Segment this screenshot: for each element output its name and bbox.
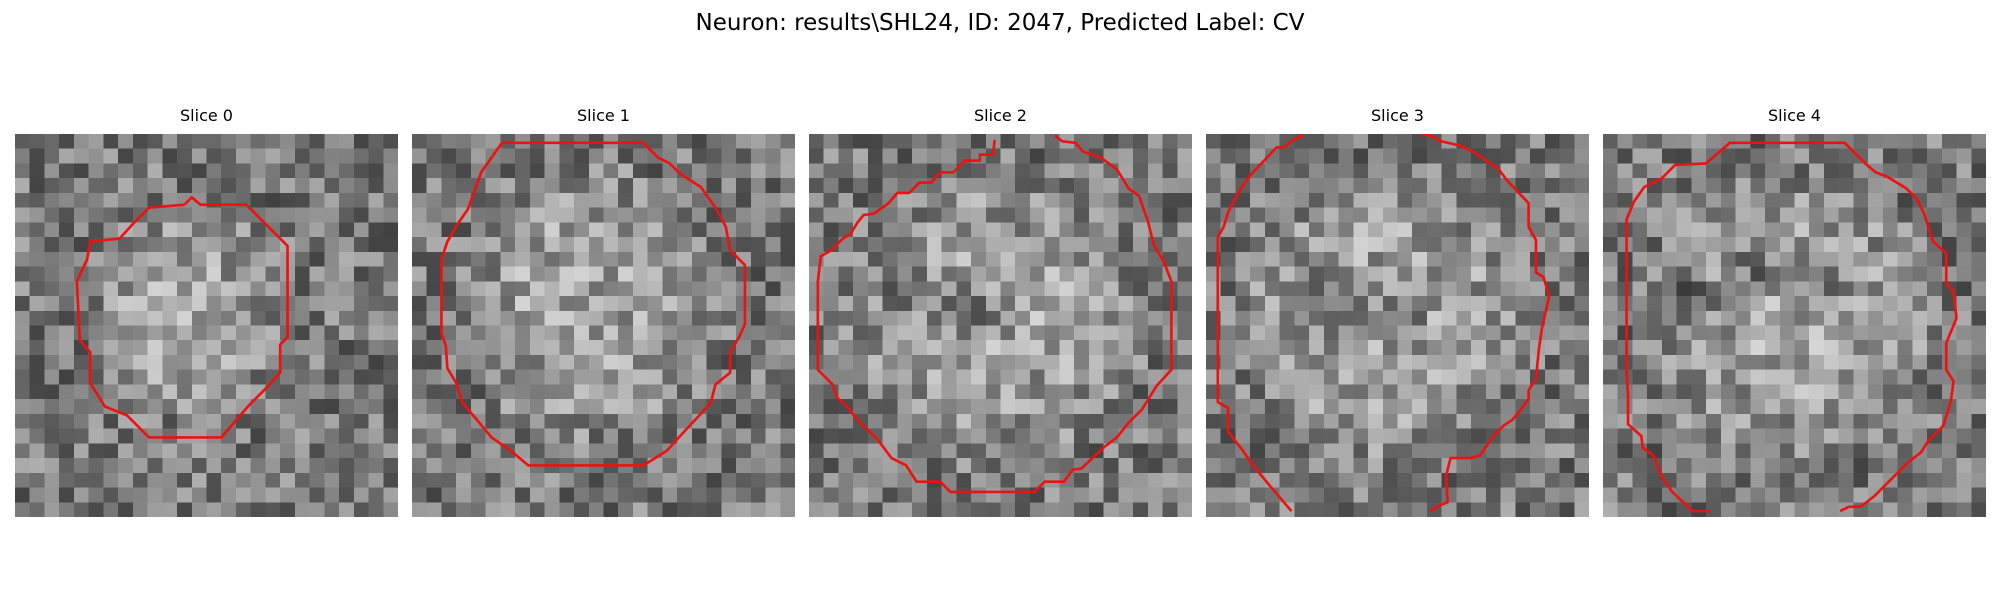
slice-panel-0: Slice 0 (15, 106, 398, 517)
segmentation-contour (75, 196, 289, 439)
slice-panel-4: Slice 4 (1603, 106, 1986, 517)
slice-title: Slice 0 (180, 106, 233, 125)
slice-image (809, 134, 1192, 517)
slice-panel-3: Slice 3 (1206, 106, 1589, 517)
slice-panel-2: Slice 2 (809, 106, 1192, 517)
slice-image (1206, 134, 1589, 517)
segmentation-contour (816, 134, 1173, 494)
segmentation-contour (1216, 134, 1304, 512)
segmentation-contour (1625, 162, 1711, 513)
slice-image (15, 134, 398, 517)
slice-title: Slice 4 (1768, 106, 1821, 125)
slice-image (412, 134, 795, 517)
slice-image (1603, 134, 1986, 517)
slice-title: Slice 3 (1371, 106, 1424, 125)
segmentation-contour (1705, 141, 1958, 513)
slice-title: Slice 2 (974, 106, 1027, 125)
slice-panel-1: Slice 1 (412, 106, 795, 517)
slice-title: Slice 1 (577, 106, 630, 125)
figure-title: Neuron: results\SHL24, ID: 2047, Predict… (695, 10, 1305, 36)
segmentation-contour (1419, 134, 1551, 513)
segmentation-contour (440, 141, 747, 467)
